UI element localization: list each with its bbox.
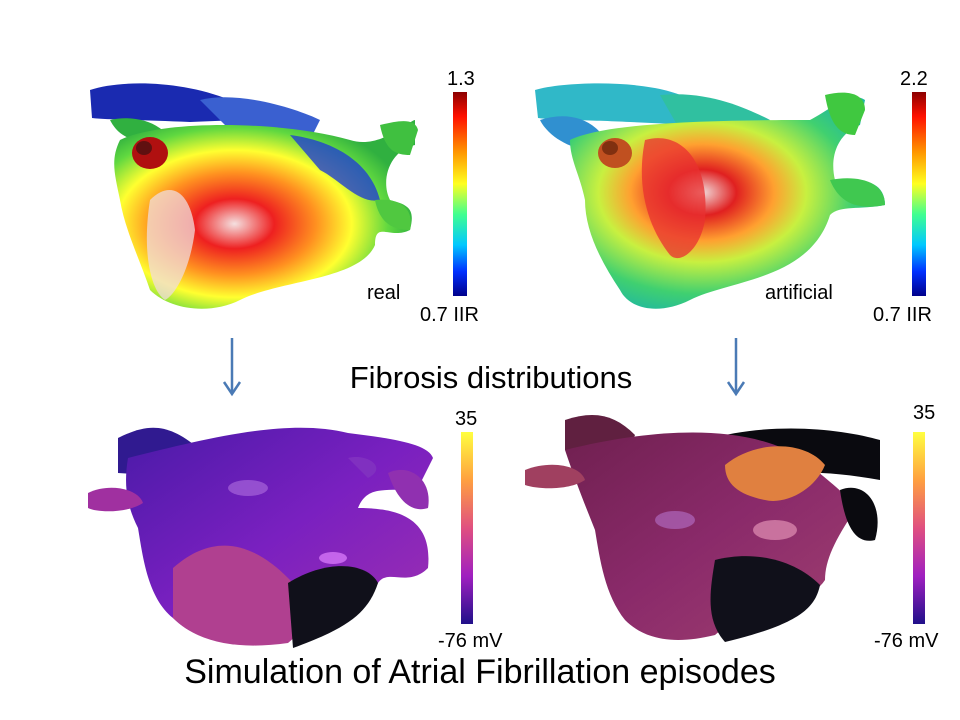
colorbar-min-label: 0.7 IIR: [873, 304, 932, 326]
colorbar-max-label: 1.3: [447, 68, 475, 90]
panel-label-artificial: artificial: [765, 282, 833, 304]
colorbar-max-label: 35: [455, 408, 478, 430]
colorbar-max-label: 2.2: [900, 68, 928, 90]
fibrosis-colorbar-artificial: [912, 92, 926, 296]
voltage-colorbar-real: [461, 432, 473, 624]
caption-simulation: Simulation of Atrial Fibrillation episod…: [184, 653, 776, 691]
down-arrow-icon: [222, 338, 242, 397]
voltage-colorbar-artificial: [913, 432, 925, 624]
colorbar-max-label: 35: [913, 402, 936, 424]
atrium-mesh-artificial: [535, 83, 885, 309]
panel-label-real: real: [367, 282, 401, 304]
caption-fibrosis-distributions: Fibrosis distributions: [349, 360, 633, 395]
fibrosis-colorbar-real: [453, 92, 467, 296]
down-arrow-icon: [726, 338, 746, 397]
atrium-mesh-real: [90, 83, 418, 309]
atrium-simulation-artificial: [525, 415, 880, 642]
colorbar-min-label: -76 mV: [874, 630, 939, 652]
atrium-simulation-real: [88, 427, 433, 648]
colorbar-min-label: 0.7 IIR: [420, 304, 479, 326]
colorbar-min-label: -76 mV: [438, 630, 503, 652]
